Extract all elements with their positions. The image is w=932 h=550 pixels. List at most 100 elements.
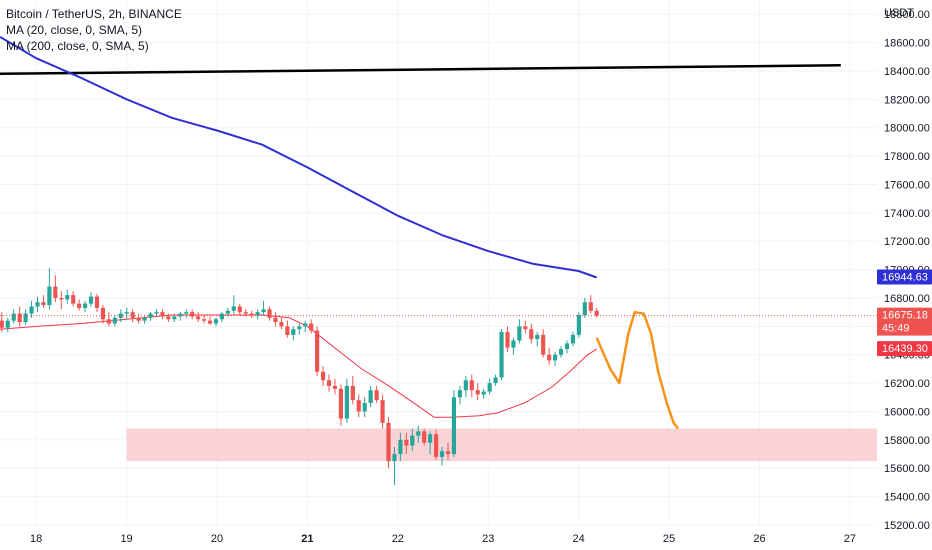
candle xyxy=(0,312,4,333)
x-tick-label: 22 xyxy=(392,533,404,545)
candle-body xyxy=(529,329,534,340)
candle xyxy=(71,290,76,307)
candle-body xyxy=(487,383,492,392)
y-tick-label: 17200.00 xyxy=(884,236,930,248)
candle-body xyxy=(303,323,308,327)
y-tick-label: 17800.00 xyxy=(884,151,930,163)
candle-body xyxy=(130,312,135,318)
candle-body xyxy=(11,313,16,321)
candle xyxy=(422,428,427,446)
candle-body xyxy=(362,402,367,412)
candle-body xyxy=(469,380,474,391)
candle-body xyxy=(356,400,361,412)
y-tick-label: 15400.00 xyxy=(884,492,930,504)
price-tag-bg xyxy=(877,269,932,285)
price-axis[interactable]: USDT 18800.00 18600.00 18400.00 18200.00 180… xyxy=(884,7,930,532)
candle xyxy=(332,378,338,395)
candle xyxy=(142,315,147,324)
candle-body xyxy=(77,303,82,308)
y-tick-label: 16200.00 xyxy=(884,378,930,390)
candle-body xyxy=(451,397,457,455)
candle-body xyxy=(523,326,528,330)
candle xyxy=(445,442,451,460)
candle xyxy=(136,313,141,324)
time-axis[interactable]: 18 19 20 21 22 23 24 25 26 27 xyxy=(30,533,856,545)
candle xyxy=(582,297,587,318)
candle xyxy=(100,305,106,324)
support-zone xyxy=(126,428,877,462)
candle xyxy=(83,300,88,313)
candle-body xyxy=(17,313,22,323)
candle xyxy=(588,295,593,314)
y-tick-label: 16000.00 xyxy=(884,406,930,418)
candle xyxy=(309,319,314,334)
candle xyxy=(320,366,326,386)
candle xyxy=(392,446,397,486)
candle xyxy=(225,307,230,317)
legend-symbol[interactable]: Bitcoin / TetherUS, 2h, BINANCE xyxy=(6,7,182,21)
candle-body xyxy=(386,422,391,462)
candle xyxy=(380,394,385,429)
x-tick-label: 25 xyxy=(663,533,675,545)
candle xyxy=(59,290,64,310)
x-tick-label: 19 xyxy=(120,533,132,545)
candle-body xyxy=(445,451,451,455)
candle-body xyxy=(338,388,343,419)
candle xyxy=(362,397,367,418)
candle xyxy=(196,312,201,323)
candle-body xyxy=(225,310,230,314)
candle-body xyxy=(291,329,296,335)
candle xyxy=(291,326,296,341)
trendline-path xyxy=(0,64,841,76)
candle xyxy=(350,376,355,405)
ma200-line xyxy=(0,36,598,279)
candle-body xyxy=(297,326,302,330)
candle-body xyxy=(505,332,510,348)
candle xyxy=(5,317,10,333)
candle-body xyxy=(136,317,141,321)
candle-body xyxy=(83,303,88,308)
candle xyxy=(374,385,379,403)
x-tick-label: 18 xyxy=(30,533,42,545)
candle-body xyxy=(261,309,266,313)
price-tag-bg xyxy=(877,341,932,357)
candle xyxy=(570,332,576,347)
support-zone-rect xyxy=(126,428,877,462)
candle-body xyxy=(88,296,94,304)
candle xyxy=(493,374,498,386)
candle-body xyxy=(166,316,171,320)
candle-body xyxy=(374,390,379,401)
candle-body xyxy=(172,316,177,320)
candle xyxy=(23,309,28,325)
candle xyxy=(386,417,391,469)
candle xyxy=(505,326,510,352)
candle xyxy=(124,307,129,320)
candle-body xyxy=(380,400,385,423)
price-tag-countdown: 45:49 xyxy=(882,323,910,335)
price-tag: 16944.63 xyxy=(877,269,932,285)
candle xyxy=(475,383,480,401)
candle xyxy=(11,309,16,324)
candle-body xyxy=(243,312,248,314)
candle-body xyxy=(124,312,129,314)
price-tag: 16439.30 xyxy=(877,341,932,357)
candle xyxy=(517,319,522,344)
y-tick-label: 18200.00 xyxy=(884,94,930,106)
candle-body xyxy=(160,312,165,317)
candle xyxy=(255,309,260,320)
candle-body xyxy=(481,391,486,395)
candle-body xyxy=(0,320,4,328)
candle xyxy=(398,432,403,462)
y-tick-label: 18600.00 xyxy=(884,38,930,50)
candle-body xyxy=(279,322,284,327)
legend-ma20[interactable]: MA (20, close, 0, SMA, 5) xyxy=(6,23,143,37)
legend-ma200[interactable]: MA (200, close, 0, SMA, 5) xyxy=(6,39,149,53)
y-tick-label: 15200.00 xyxy=(884,520,930,532)
candle-body xyxy=(255,312,260,315)
candle xyxy=(261,300,266,315)
x-tick-label: 26 xyxy=(753,533,765,545)
candle xyxy=(511,337,516,355)
candle-body xyxy=(65,295,70,300)
